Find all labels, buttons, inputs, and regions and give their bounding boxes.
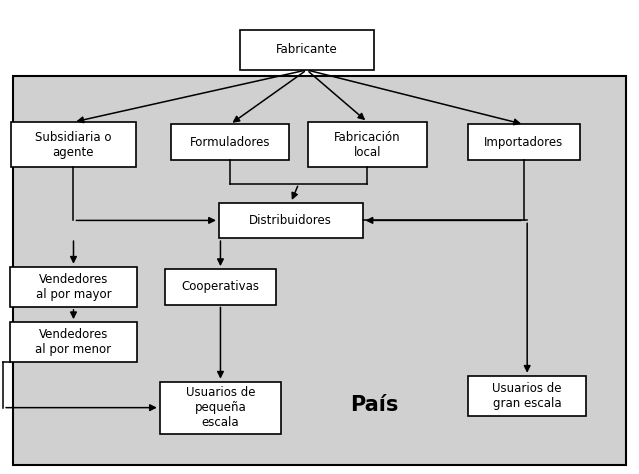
Bar (308, 122, 427, 167)
Bar (10, 322, 137, 362)
Bar (468, 125, 580, 160)
Text: Cooperativas: Cooperativas (181, 280, 259, 293)
Text: Vendedores
al por menor: Vendedores al por menor (35, 328, 112, 356)
Text: Formuladores: Formuladores (190, 136, 270, 149)
Text: Distribuidores: Distribuidores (249, 214, 332, 227)
Text: Usuarios de
gran escala: Usuarios de gran escala (493, 382, 562, 410)
Bar (10, 266, 137, 307)
Text: Importadores: Importadores (484, 136, 564, 149)
Text: País: País (350, 395, 398, 415)
Bar (13, 76, 626, 465)
Bar (171, 125, 289, 160)
Text: Vendedores
al por mayor: Vendedores al por mayor (36, 273, 111, 301)
Text: Usuarios de
pequeña
escala: Usuarios de pequeña escala (186, 386, 255, 429)
Bar (12, 122, 135, 167)
Bar (219, 203, 363, 238)
Text: Fabricante: Fabricante (276, 43, 337, 56)
Bar (240, 30, 374, 70)
Bar (468, 375, 587, 416)
Text: Subsidiaria o
agente: Subsidiaria o agente (35, 130, 112, 159)
Bar (164, 269, 276, 305)
Bar (160, 382, 281, 434)
Text: Fabricación
local: Fabricación local (334, 130, 401, 159)
